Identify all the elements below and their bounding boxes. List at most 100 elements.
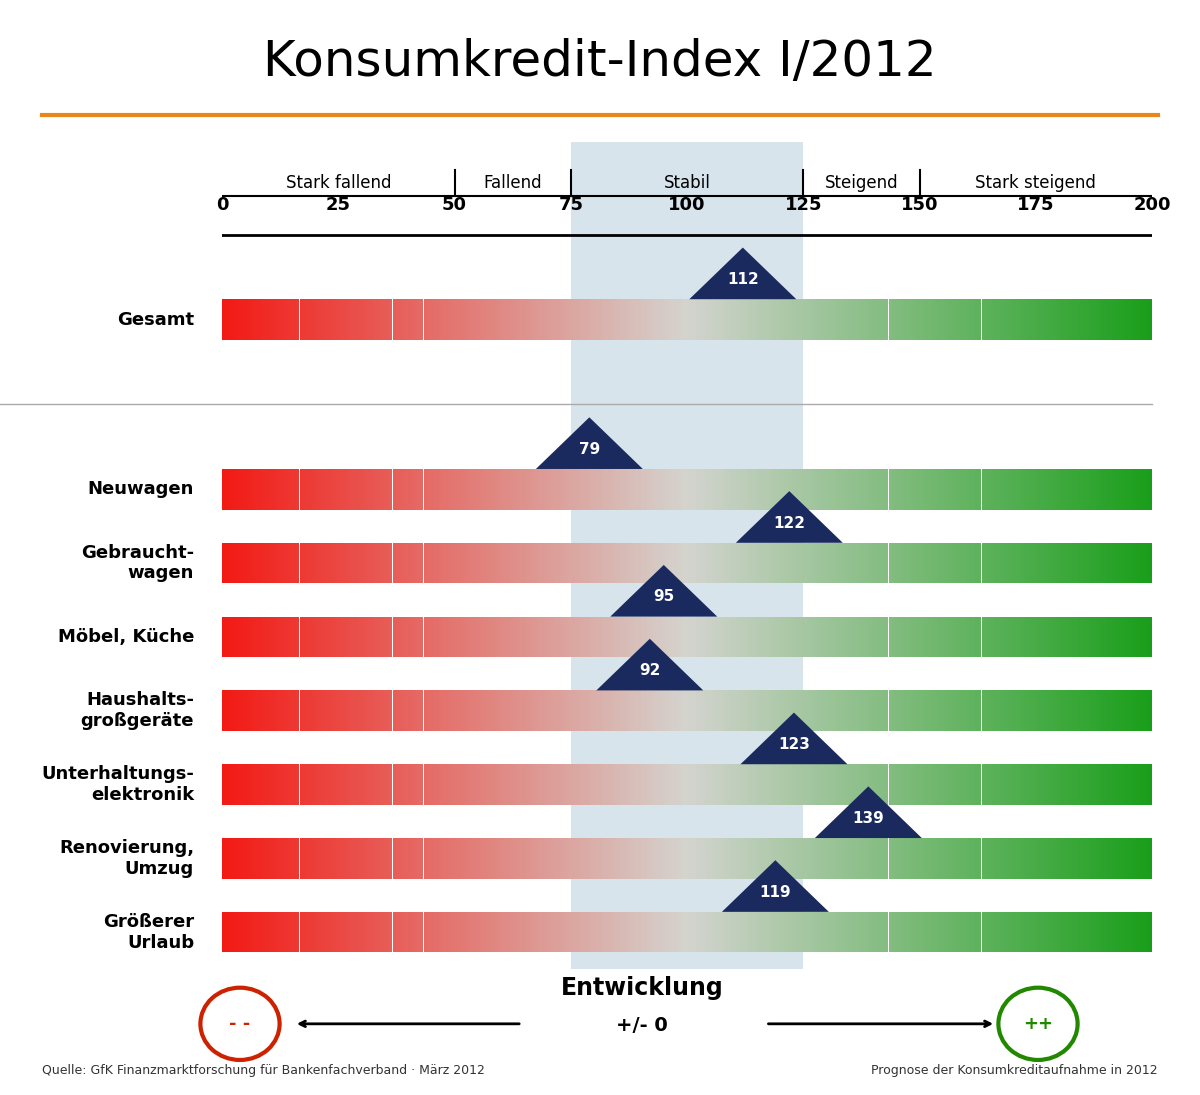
Bar bbox=[680, 543, 684, 584]
Bar bbox=[780, 691, 784, 731]
Bar bbox=[929, 838, 932, 878]
Bar bbox=[882, 616, 886, 657]
Bar bbox=[653, 838, 656, 878]
Bar bbox=[796, 616, 799, 657]
Bar bbox=[966, 469, 970, 509]
Bar bbox=[972, 764, 976, 805]
Bar bbox=[684, 616, 688, 657]
Bar bbox=[598, 616, 600, 657]
Bar bbox=[314, 543, 318, 584]
Bar bbox=[746, 616, 749, 657]
Bar bbox=[510, 764, 514, 805]
Bar bbox=[318, 299, 322, 339]
Bar bbox=[228, 691, 232, 731]
Bar bbox=[739, 912, 743, 953]
Bar bbox=[557, 299, 560, 339]
Bar bbox=[547, 764, 551, 805]
Bar bbox=[866, 838, 870, 878]
Bar bbox=[1103, 616, 1105, 657]
Bar bbox=[569, 912, 572, 953]
Bar bbox=[576, 764, 578, 805]
Bar bbox=[1111, 543, 1115, 584]
Bar bbox=[256, 469, 259, 509]
Bar bbox=[925, 299, 929, 339]
Bar bbox=[234, 299, 238, 339]
Bar bbox=[1022, 616, 1025, 657]
Bar bbox=[802, 299, 805, 339]
Bar bbox=[662, 543, 665, 584]
Bar bbox=[269, 912, 271, 953]
Bar bbox=[1097, 543, 1099, 584]
Bar bbox=[1097, 838, 1099, 878]
Bar bbox=[1078, 838, 1081, 878]
Bar bbox=[1140, 691, 1142, 731]
Bar bbox=[1130, 543, 1134, 584]
Bar bbox=[737, 838, 739, 878]
Bar bbox=[404, 838, 408, 878]
Bar bbox=[275, 691, 278, 731]
Bar bbox=[948, 691, 950, 731]
Bar bbox=[523, 764, 526, 805]
Bar bbox=[665, 912, 668, 953]
Bar bbox=[1084, 838, 1087, 878]
Bar bbox=[433, 838, 436, 878]
Bar bbox=[1127, 838, 1130, 878]
Bar bbox=[240, 912, 244, 953]
Bar bbox=[1046, 764, 1050, 805]
Bar bbox=[659, 912, 662, 953]
Bar bbox=[994, 543, 997, 584]
Bar bbox=[389, 691, 392, 731]
Bar bbox=[864, 299, 866, 339]
Bar bbox=[402, 469, 404, 509]
Bar bbox=[427, 912, 430, 953]
Bar bbox=[508, 764, 510, 805]
Bar bbox=[786, 299, 790, 339]
Bar bbox=[901, 912, 904, 953]
Bar bbox=[278, 543, 281, 584]
Bar bbox=[1136, 543, 1140, 584]
Bar bbox=[367, 543, 371, 584]
Bar bbox=[449, 838, 451, 878]
Bar bbox=[911, 764, 913, 805]
Bar bbox=[709, 469, 712, 509]
Bar bbox=[293, 299, 296, 339]
Bar bbox=[1068, 543, 1072, 584]
Bar bbox=[662, 469, 665, 509]
Text: - -: - - bbox=[229, 1015, 251, 1033]
Bar bbox=[222, 299, 226, 339]
Bar bbox=[686, 616, 690, 657]
Bar bbox=[1099, 838, 1103, 878]
Bar bbox=[874, 838, 876, 878]
Bar bbox=[532, 299, 535, 339]
Bar bbox=[284, 299, 287, 339]
Bar bbox=[625, 912, 628, 953]
Bar bbox=[985, 912, 988, 953]
Bar bbox=[1022, 691, 1025, 731]
Bar bbox=[762, 469, 764, 509]
Bar bbox=[1013, 838, 1015, 878]
Bar bbox=[482, 543, 486, 584]
Bar bbox=[954, 616, 956, 657]
Bar bbox=[389, 912, 392, 953]
Bar bbox=[572, 543, 576, 584]
Bar bbox=[805, 543, 808, 584]
Bar bbox=[886, 616, 888, 657]
Bar bbox=[396, 764, 398, 805]
Bar bbox=[733, 469, 737, 509]
Bar bbox=[281, 764, 284, 805]
Bar bbox=[960, 838, 962, 878]
Bar bbox=[349, 764, 353, 805]
Bar bbox=[1093, 838, 1097, 878]
Bar bbox=[253, 912, 256, 953]
Bar bbox=[836, 543, 839, 584]
Bar bbox=[578, 838, 582, 878]
Bar bbox=[929, 764, 932, 805]
Bar bbox=[569, 299, 572, 339]
Bar bbox=[833, 691, 836, 731]
Bar bbox=[1081, 691, 1084, 731]
Bar bbox=[606, 912, 610, 953]
Bar bbox=[584, 616, 588, 657]
Bar bbox=[851, 469, 854, 509]
Bar bbox=[1007, 616, 1009, 657]
Bar bbox=[557, 912, 560, 953]
